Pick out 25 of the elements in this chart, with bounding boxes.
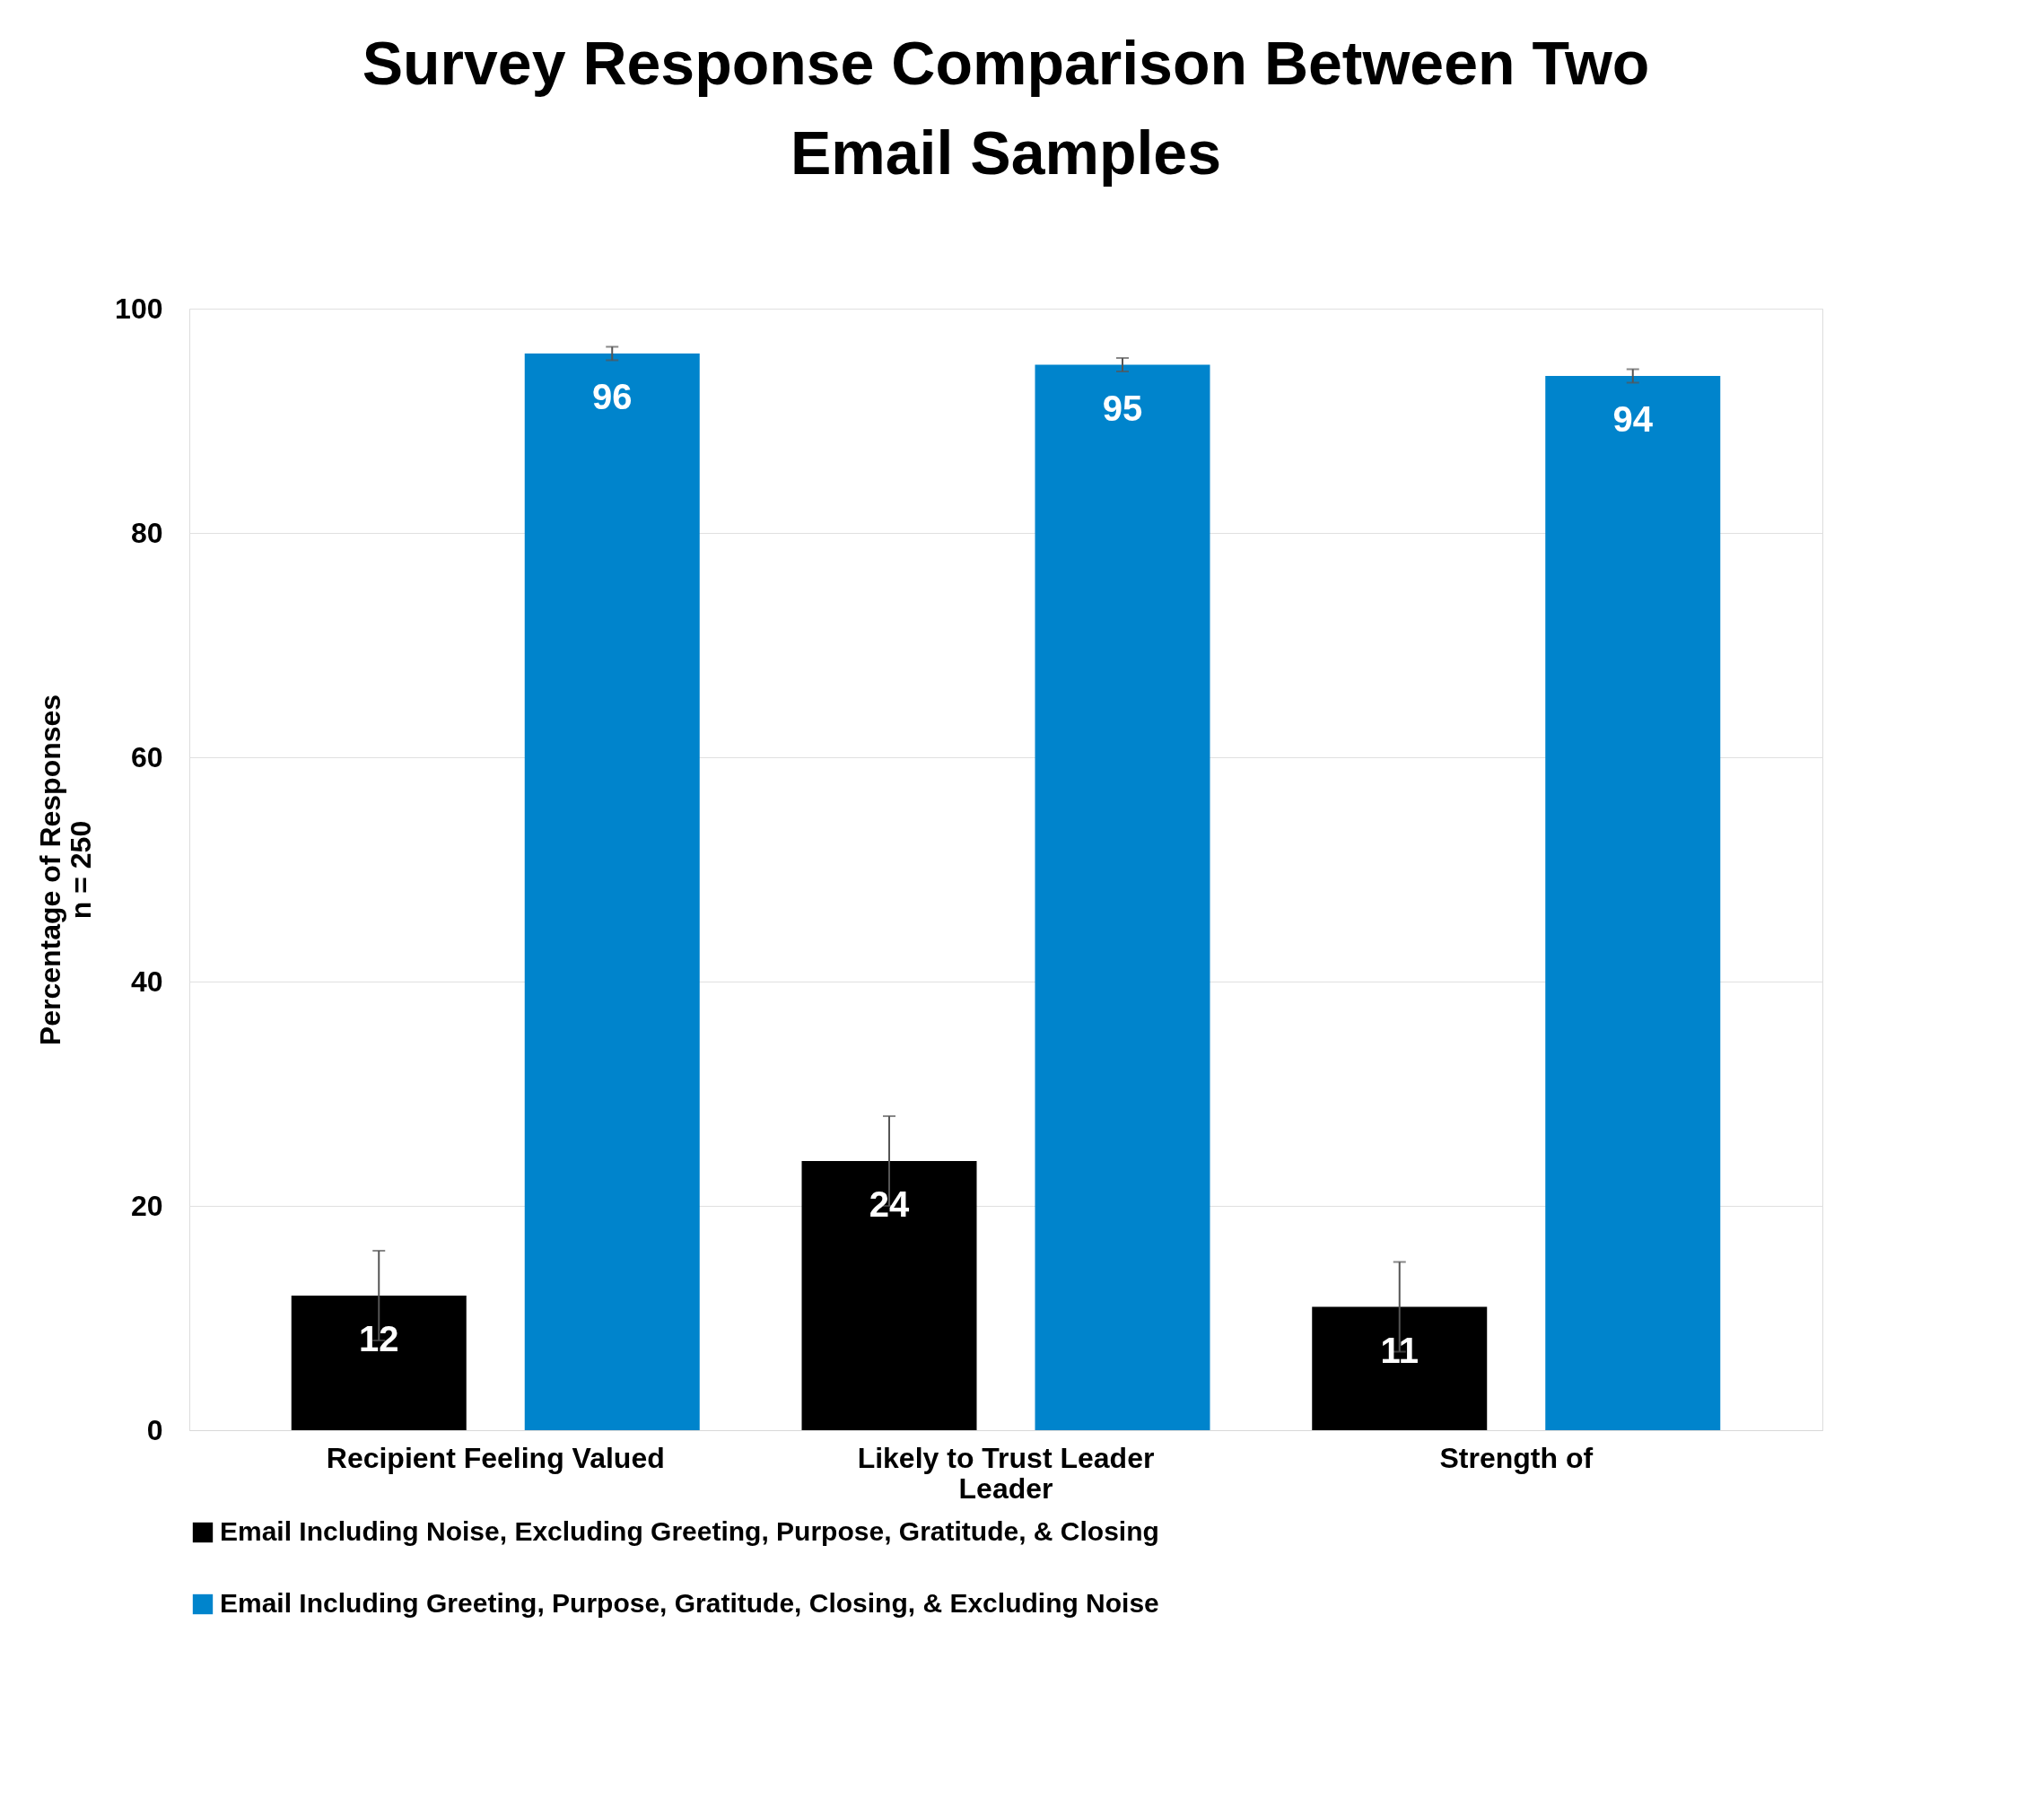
y-tick-label: 80 [130,516,163,549]
y-tick-label: 40 [130,965,163,998]
y-tick-label: 100 [115,292,163,325]
bar [1035,364,1210,1430]
bar [524,354,700,1430]
y-axis-title: Percentage of Responses n = 250 [34,694,98,1046]
y-tick-label: 20 [130,1189,163,1222]
x-tick-label: Likely to Trust Leader Leader [857,1441,1155,1505]
x-tick-label: Recipient Feeling Valued [326,1441,665,1474]
x-tick-label: Strength of [1439,1441,1594,1474]
data-label: 11 [1380,1330,1419,1370]
y-tick-label: 0 [146,1413,163,1446]
bar [1545,376,1721,1430]
bar [1312,1306,1488,1430]
data-label: 95 [1102,388,1143,428]
data-label: 12 [359,1319,399,1358]
bar [291,1296,467,1430]
chart-title: Survey Response Comparison Between Two Email Samples [362,29,1650,187]
legend-label: Email Including Greeting, Purpose, Gratitude, Closing, & Excluding Noise [220,1588,1159,1618]
bar [801,1161,977,1430]
data-label: 24 [869,1184,910,1224]
data-label: 96 [592,377,633,416]
legend-label: Email Including Noise, Excluding Greeting, Purpose, Gratitude, & Closing [220,1516,1159,1546]
data-label: 94 [1612,399,1654,439]
y-tick-label: 60 [130,740,163,773]
